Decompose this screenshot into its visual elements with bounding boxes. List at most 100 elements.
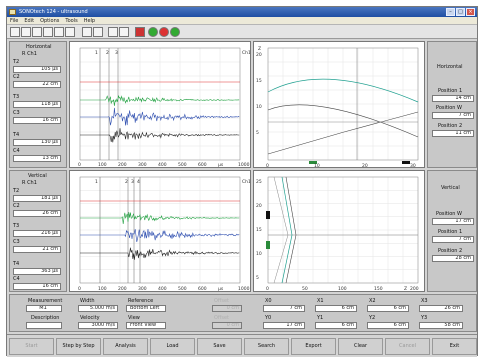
vertical-c4-field[interactable]: 16 cm	[13, 283, 61, 290]
curve-axis-label: Z	[404, 286, 407, 292]
y2-field[interactable]: 6 cm	[367, 322, 409, 329]
horizontal-c4-field[interactable]: 13 cm	[13, 155, 61, 162]
description-field[interactable]	[26, 322, 62, 329]
curve-x-tick: 30	[410, 163, 416, 168]
curve-y-tick: 20	[256, 52, 262, 58]
load-button[interactable]: Load	[150, 338, 195, 355]
step-by-step-button[interactable]: Step by Step	[56, 338, 101, 355]
export-button[interactable]: Export	[291, 338, 336, 355]
play-icon[interactable]	[148, 27, 158, 37]
horizontal-position-chart[interactable]: 20 15 10 5 0 10 20 30 Z	[253, 41, 425, 168]
save-icon[interactable]	[21, 27, 31, 37]
curve-x-tick: 200	[410, 286, 419, 292]
y0-field[interactable]: 17 cm	[263, 322, 305, 329]
view-select[interactable]: Front View	[126, 322, 166, 329]
plot-frame	[267, 176, 419, 284]
open-icon[interactable]	[10, 27, 20, 37]
width-field[interactable]: 5.000 m/s	[78, 305, 118, 312]
curve-y-tick: 15	[256, 78, 262, 84]
horizontal-position2-field[interactable]: 11 cm	[432, 130, 474, 137]
position-label: Position 1	[438, 229, 463, 235]
undo-icon[interactable]	[82, 27, 92, 37]
field-label: C4	[13, 148, 20, 154]
time-tick-label: 0	[78, 162, 81, 168]
maximize-button[interactable]: □	[456, 8, 465, 16]
exit-button[interactable]: Exit	[432, 338, 477, 355]
vertical-position2-field[interactable]: 28 cm	[432, 255, 474, 262]
horizontal-t3-field[interactable]: 118 µs	[13, 101, 61, 108]
cursor-label: 2	[125, 179, 128, 185]
vertical-position-panel: Vertical Position W 17 cm Position 1 7 c…	[427, 170, 477, 292]
plot-frame	[79, 176, 241, 284]
horizontal-t4-field[interactable]: 130 µs	[13, 139, 61, 146]
start-button[interactable]: Start	[9, 338, 54, 355]
measure-icon[interactable]	[119, 27, 129, 37]
velocity-field[interactable]: 3000 m/s	[78, 322, 118, 329]
x1-field[interactable]: 6 cm	[315, 305, 357, 312]
vertical-position-chart[interactable]: 25 20 15 10 5 0 50 100 150 200 Z	[253, 170, 425, 292]
field-label: T3	[13, 94, 20, 100]
position-curve	[273, 176, 289, 284]
horizontal-positionw-field[interactable]: 7 cm	[432, 112, 474, 119]
waveform-trace	[80, 247, 240, 260]
menu-tools[interactable]: Tools	[65, 18, 78, 24]
next-icon[interactable]	[170, 27, 180, 37]
grid-icon[interactable]	[43, 27, 53, 37]
waveform-trace	[80, 107, 240, 126]
grid-label: X2	[369, 298, 376, 304]
measurement-field[interactable]: M1	[26, 305, 62, 312]
time-tick-label: 0	[78, 286, 81, 292]
y3-field[interactable]: 58 cm	[419, 322, 463, 329]
app-icon	[9, 9, 16, 15]
analysis-button[interactable]: Analysis	[103, 338, 148, 355]
save-button[interactable]: Save	[197, 338, 242, 355]
title-bar: SONOtech 124 - ultrasound – □ ×	[7, 7, 477, 17]
field-label: C4	[13, 276, 20, 282]
close-button[interactable]: ×	[466, 8, 475, 16]
curve-y-tick: 15	[256, 227, 262, 233]
x2-field[interactable]: 6 cm	[367, 305, 409, 312]
time-tick-label: 600	[198, 162, 207, 168]
redo-icon[interactable]	[93, 27, 103, 37]
zoom-icon[interactable]	[108, 27, 118, 37]
cancel-button[interactable]: Cancel	[385, 338, 430, 355]
grid-label: X3	[421, 298, 428, 304]
horizontal-position1-field[interactable]: 14 cm	[432, 95, 474, 102]
minimize-button[interactable]: –	[446, 8, 455, 16]
horizontal-waveform-chart[interactable]: 1 23 0 100 200 300 400 500 600 µs 1000 Ch1 C1 Ch2	[69, 41, 251, 168]
reference-select[interactable]: Bottom Left	[126, 305, 166, 312]
table-icon[interactable]	[65, 27, 75, 37]
vertical-t2-field[interactable]: 181 µs	[13, 195, 61, 202]
vertical-positionw-field[interactable]: 17 cm	[432, 218, 474, 225]
curve-y-tick: 20	[256, 203, 262, 209]
vertical-t4-field[interactable]: 363 µs	[13, 268, 61, 275]
offset-label: Offset	[214, 315, 230, 321]
clear-button[interactable]: Clear	[338, 338, 383, 355]
time-tick-label: 500	[178, 286, 187, 292]
stop-icon[interactable]	[159, 27, 169, 37]
vertical-position1-field[interactable]: 7 cm	[432, 236, 474, 243]
y1-field[interactable]: 6 cm	[315, 322, 357, 329]
chart-icon[interactable]	[54, 27, 64, 37]
vertical-t3-field[interactable]: 216 µs	[13, 230, 61, 237]
x3-field[interactable]: 26 cm	[419, 305, 463, 312]
horizontal-t2-field[interactable]: 105 µs	[13, 66, 61, 73]
horizontal-c3-field[interactable]: 16 cm	[13, 117, 61, 124]
position-label: Position W	[436, 211, 463, 217]
x0-field[interactable]: 7 cm	[263, 305, 305, 312]
field-label: T3	[13, 223, 20, 229]
horizontal-c2-field[interactable]: 22 cm	[13, 81, 61, 88]
menu-help[interactable]: Help	[83, 18, 96, 24]
record-icon[interactable]	[135, 27, 145, 37]
menu-edit[interactable]: Edit	[24, 18, 35, 24]
vertical-waveform-chart[interactable]: 1 234 0 100 200 300 400 500 600 µs 1000 Ch1 C1 Ch2	[69, 170, 251, 292]
position-curve	[267, 78, 419, 103]
cursor-label: 3	[115, 50, 118, 56]
position-marker	[309, 161, 317, 164]
menu-options[interactable]: Options	[40, 18, 60, 24]
vertical-c2-field[interactable]: 26 cm	[13, 210, 61, 217]
search-button[interactable]: Search	[244, 338, 289, 355]
menu-file[interactable]: File	[10, 18, 19, 24]
vertical-c3-field[interactable]: 21 cm	[13, 246, 61, 253]
print-icon[interactable]	[32, 27, 42, 37]
